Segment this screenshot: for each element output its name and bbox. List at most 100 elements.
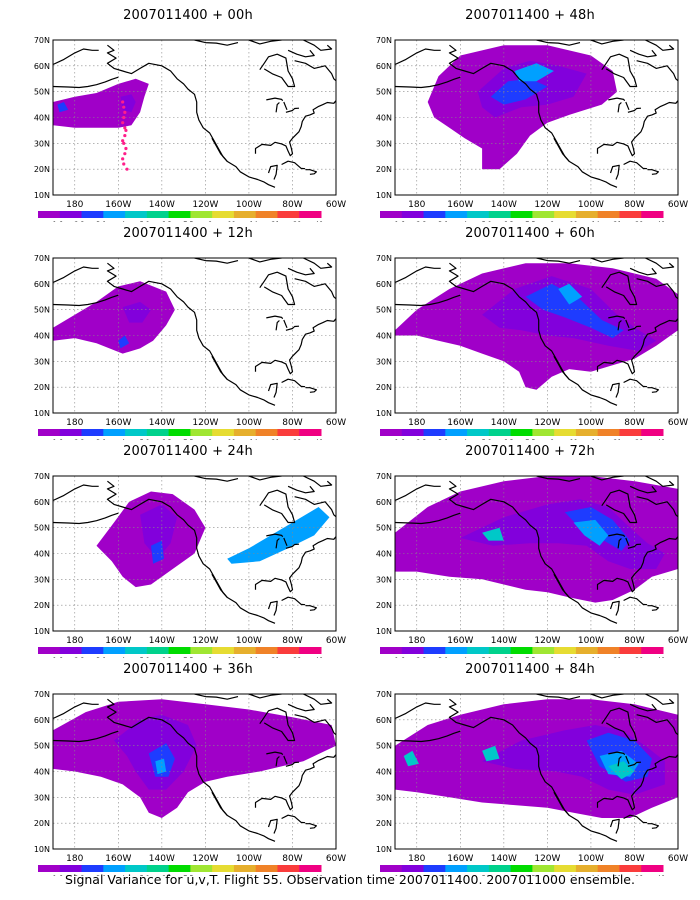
observation-point bbox=[122, 105, 126, 109]
colorbar-label: 29 bbox=[293, 220, 301, 222]
coastline bbox=[590, 694, 624, 699]
colorbar-label: 3.1 bbox=[96, 438, 106, 440]
coastline bbox=[601, 489, 638, 524]
lat-tick-label: 30N bbox=[376, 793, 392, 802]
lat-tick-label: 70N bbox=[34, 254, 50, 263]
coastline bbox=[395, 266, 441, 284]
colorbar-label: 21 bbox=[613, 438, 621, 440]
colorbar-swatch bbox=[299, 865, 322, 872]
observation-point bbox=[122, 162, 126, 166]
lat-tick-label: 70N bbox=[376, 36, 392, 45]
lat-tick-label: 40N bbox=[34, 768, 50, 777]
map-panel-36h: 2007011400 + 36h 10N 20N 30N 40N 50N 60N 70N 180… bbox=[18, 662, 358, 876]
lat-tick-label: 50N bbox=[34, 524, 50, 533]
lon-tick-label: 160W bbox=[105, 636, 131, 646]
colorbar-label: 4 bbox=[463, 874, 467, 876]
coastline bbox=[395, 48, 441, 66]
lon-tick-label: 80W bbox=[282, 418, 302, 428]
lon-tick-label: 180 bbox=[408, 200, 425, 210]
colorbar-swatch bbox=[233, 429, 257, 436]
lat-tick-label: 10N bbox=[34, 627, 50, 636]
colorbar-swatch bbox=[401, 865, 425, 872]
lat-tick-label: 40N bbox=[376, 332, 392, 341]
lat-tick-label: 10N bbox=[376, 191, 392, 200]
colorbar-swatch bbox=[125, 865, 148, 872]
lon-tick-label: 140W bbox=[149, 200, 175, 210]
coastline bbox=[303, 694, 333, 705]
panel-title: 2007011400 + 00h bbox=[123, 8, 253, 23]
map-panel-12h: 2007011400 + 12h 10N 20N 30N 40N 50N 60N 70N 180… bbox=[18, 226, 358, 440]
coastline bbox=[194, 40, 239, 46]
panel-title: 2007011400 + 60h bbox=[465, 226, 595, 241]
coastline bbox=[647, 605, 659, 611]
lat-tick-label: 40N bbox=[376, 550, 392, 559]
coastline bbox=[281, 160, 306, 170]
colorbar-swatch bbox=[445, 865, 468, 872]
colorbar-swatch bbox=[619, 429, 642, 436]
observation-point bbox=[121, 157, 125, 161]
coastline bbox=[608, 751, 626, 756]
panel-title: 2007011400 + 12h bbox=[123, 226, 253, 241]
colorbar-swatch bbox=[554, 429, 577, 436]
observation-point bbox=[123, 126, 127, 130]
lat-tick-label: 50N bbox=[34, 742, 50, 751]
coastline bbox=[617, 538, 622, 549]
colorbar-swatch bbox=[255, 211, 278, 218]
colorbar-label: 5.1 bbox=[482, 656, 492, 658]
coastline bbox=[53, 266, 99, 284]
colorbar-label: 5.1 bbox=[482, 438, 492, 440]
coastline bbox=[608, 533, 626, 538]
colorbar-swatch bbox=[299, 429, 322, 436]
colorbar-label: 3.1 bbox=[438, 656, 448, 658]
colorbar-label: 6.3 bbox=[503, 656, 513, 658]
coastline bbox=[601, 271, 638, 306]
coastline bbox=[106, 480, 276, 624]
coastline bbox=[285, 107, 300, 113]
coastline bbox=[281, 814, 306, 824]
map-24h: 10N 20N 30N 40N 50N 60N 70N 180 160W 140W 120W 100W… bbox=[34, 472, 346, 658]
lon-tick-label: 120W bbox=[534, 200, 560, 210]
variance-contour bbox=[155, 758, 167, 775]
colorbar-swatch bbox=[641, 429, 664, 436]
colorbar-label: 5.1 bbox=[140, 220, 150, 222]
colorbar-swatch bbox=[380, 429, 403, 436]
lat-tick-label: 10N bbox=[34, 409, 50, 418]
coastline bbox=[294, 714, 336, 746]
variance-contour bbox=[57, 102, 69, 113]
lon-tick-label: 60W bbox=[326, 200, 346, 210]
colorbar-label: 4 bbox=[121, 656, 125, 658]
lon-tick-label: 80W bbox=[282, 200, 302, 210]
colorbar-label: 7.5 bbox=[525, 220, 535, 222]
lon-tick-label: 180 bbox=[66, 854, 83, 864]
coastline bbox=[281, 378, 306, 388]
colorbar-label: 40 bbox=[657, 656, 665, 658]
lon-tick-label: 100W bbox=[578, 200, 604, 210]
colorbar-swatch bbox=[619, 211, 642, 218]
colorbar-label: 2.2 bbox=[416, 874, 426, 876]
observation-point bbox=[121, 121, 125, 125]
coastline bbox=[254, 536, 336, 593]
observation-point bbox=[123, 152, 127, 156]
colorbar-swatch bbox=[532, 211, 555, 218]
map-60h: 10N 20N 30N 40N 50N 60N 70N 180 160W 140W 120W 100W… bbox=[376, 254, 688, 440]
lat-tick-label: 30N bbox=[376, 575, 392, 584]
lat-tick-label: 10N bbox=[34, 845, 50, 854]
lat-tick-label: 30N bbox=[34, 575, 50, 584]
colorbar-swatch bbox=[277, 865, 300, 872]
colorbar-label: 3.1 bbox=[96, 220, 106, 222]
coastline bbox=[259, 489, 296, 524]
colorbar-label: 14 bbox=[250, 874, 258, 876]
colorbar-label: 6.3 bbox=[161, 220, 171, 222]
lon-tick-label: 100W bbox=[578, 854, 604, 864]
colorbar-label: 29 bbox=[293, 874, 301, 876]
colorbar-label: 9 bbox=[208, 220, 212, 222]
lat-tick-label: 70N bbox=[376, 690, 392, 699]
coastline bbox=[647, 823, 659, 829]
coastline bbox=[275, 102, 280, 113]
colorbar-label: 21 bbox=[271, 874, 279, 876]
coastline bbox=[609, 818, 620, 834]
coastline bbox=[266, 751, 284, 756]
lat-tick-label: 20N bbox=[376, 819, 392, 828]
coastline bbox=[536, 476, 581, 482]
lon-tick-label: 180 bbox=[408, 854, 425, 864]
